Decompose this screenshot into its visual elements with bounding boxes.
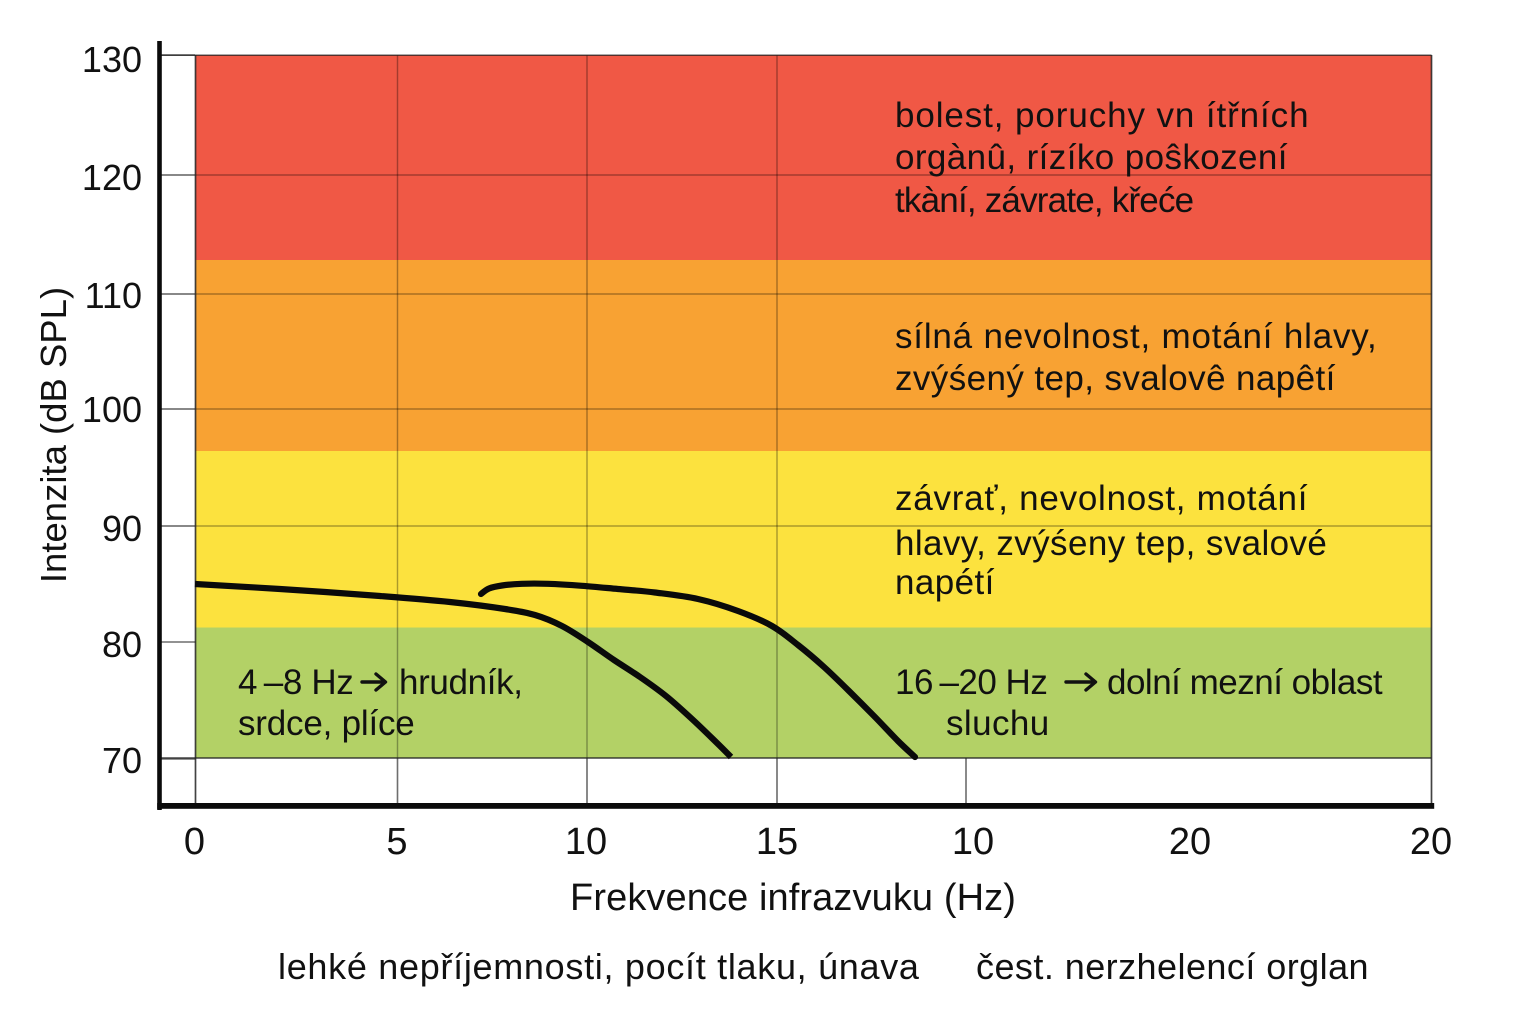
svg-text:15: 15 [756, 821, 798, 863]
svg-text:20: 20 [1410, 821, 1452, 863]
svg-text:lehké nepříjemnosti, pocít tla: lehké nepříjemnosti, pocít tlaku, únava [278, 946, 920, 987]
svg-text:5: 5 [386, 821, 407, 863]
svg-text:hrudník,: hrudník, [399, 663, 523, 702]
svg-text:sílná nevolnost, motání hlavy,: sílná nevolnost, motání hlavy, [895, 317, 1378, 356]
svg-text:16 –20 Hz: 16 –20 Hz [895, 663, 1047, 702]
svg-text:10: 10 [565, 821, 607, 863]
svg-text:Frekvence infrazvuku (Hz): Frekvence infrazvuku (Hz) [570, 877, 1016, 919]
svg-text:dolní mezní oblast: dolní mezní oblast [1107, 663, 1383, 702]
svg-text:130: 130 [82, 39, 142, 80]
svg-text:bolest, poruchy vn ítřních: bolest, poruchy vn ítřních [895, 96, 1309, 135]
svg-text:Intenzita (dB SPL): Intenzita (dB SPL) [33, 287, 74, 583]
svg-text:90: 90 [102, 508, 142, 549]
svg-text:4 –8 Hz: 4 –8 Hz [238, 663, 353, 702]
svg-text:tkàní, závrate, křeće: tkàní, závrate, křeće [895, 181, 1193, 220]
svg-text:čest. nerzhelencí orglan: čest. nerzhelencí orglan [976, 946, 1369, 987]
svg-text:80: 80 [102, 624, 142, 665]
svg-text:100: 100 [82, 389, 142, 430]
svg-text:orgànû, rízíko poŝkození: orgànû, rízíko poŝkození [895, 138, 1288, 177]
svg-text:120: 120 [82, 157, 142, 198]
svg-text:napétí: napétí [895, 563, 995, 602]
svg-text:zvýśený tep, svalovê napêtí: zvýśený tep, svalovê napêtí [895, 359, 1336, 398]
svg-text:hlavy, zvýśeny tep, svalové: hlavy, zvýśeny tep, svalové [895, 524, 1327, 563]
svg-text:sluchu: sluchu [946, 704, 1050, 743]
svg-text:110: 110 [85, 275, 142, 316]
svg-text:srdce, plíce: srdce, plíce [238, 704, 415, 743]
svg-text:70: 70 [102, 740, 142, 781]
svg-text:10: 10 [952, 821, 994, 863]
svg-text:0: 0 [184, 821, 205, 863]
svg-text:závrať, nevolnost, motání: závrať, nevolnost, motání [895, 479, 1308, 518]
svg-text:20: 20 [1169, 821, 1211, 863]
